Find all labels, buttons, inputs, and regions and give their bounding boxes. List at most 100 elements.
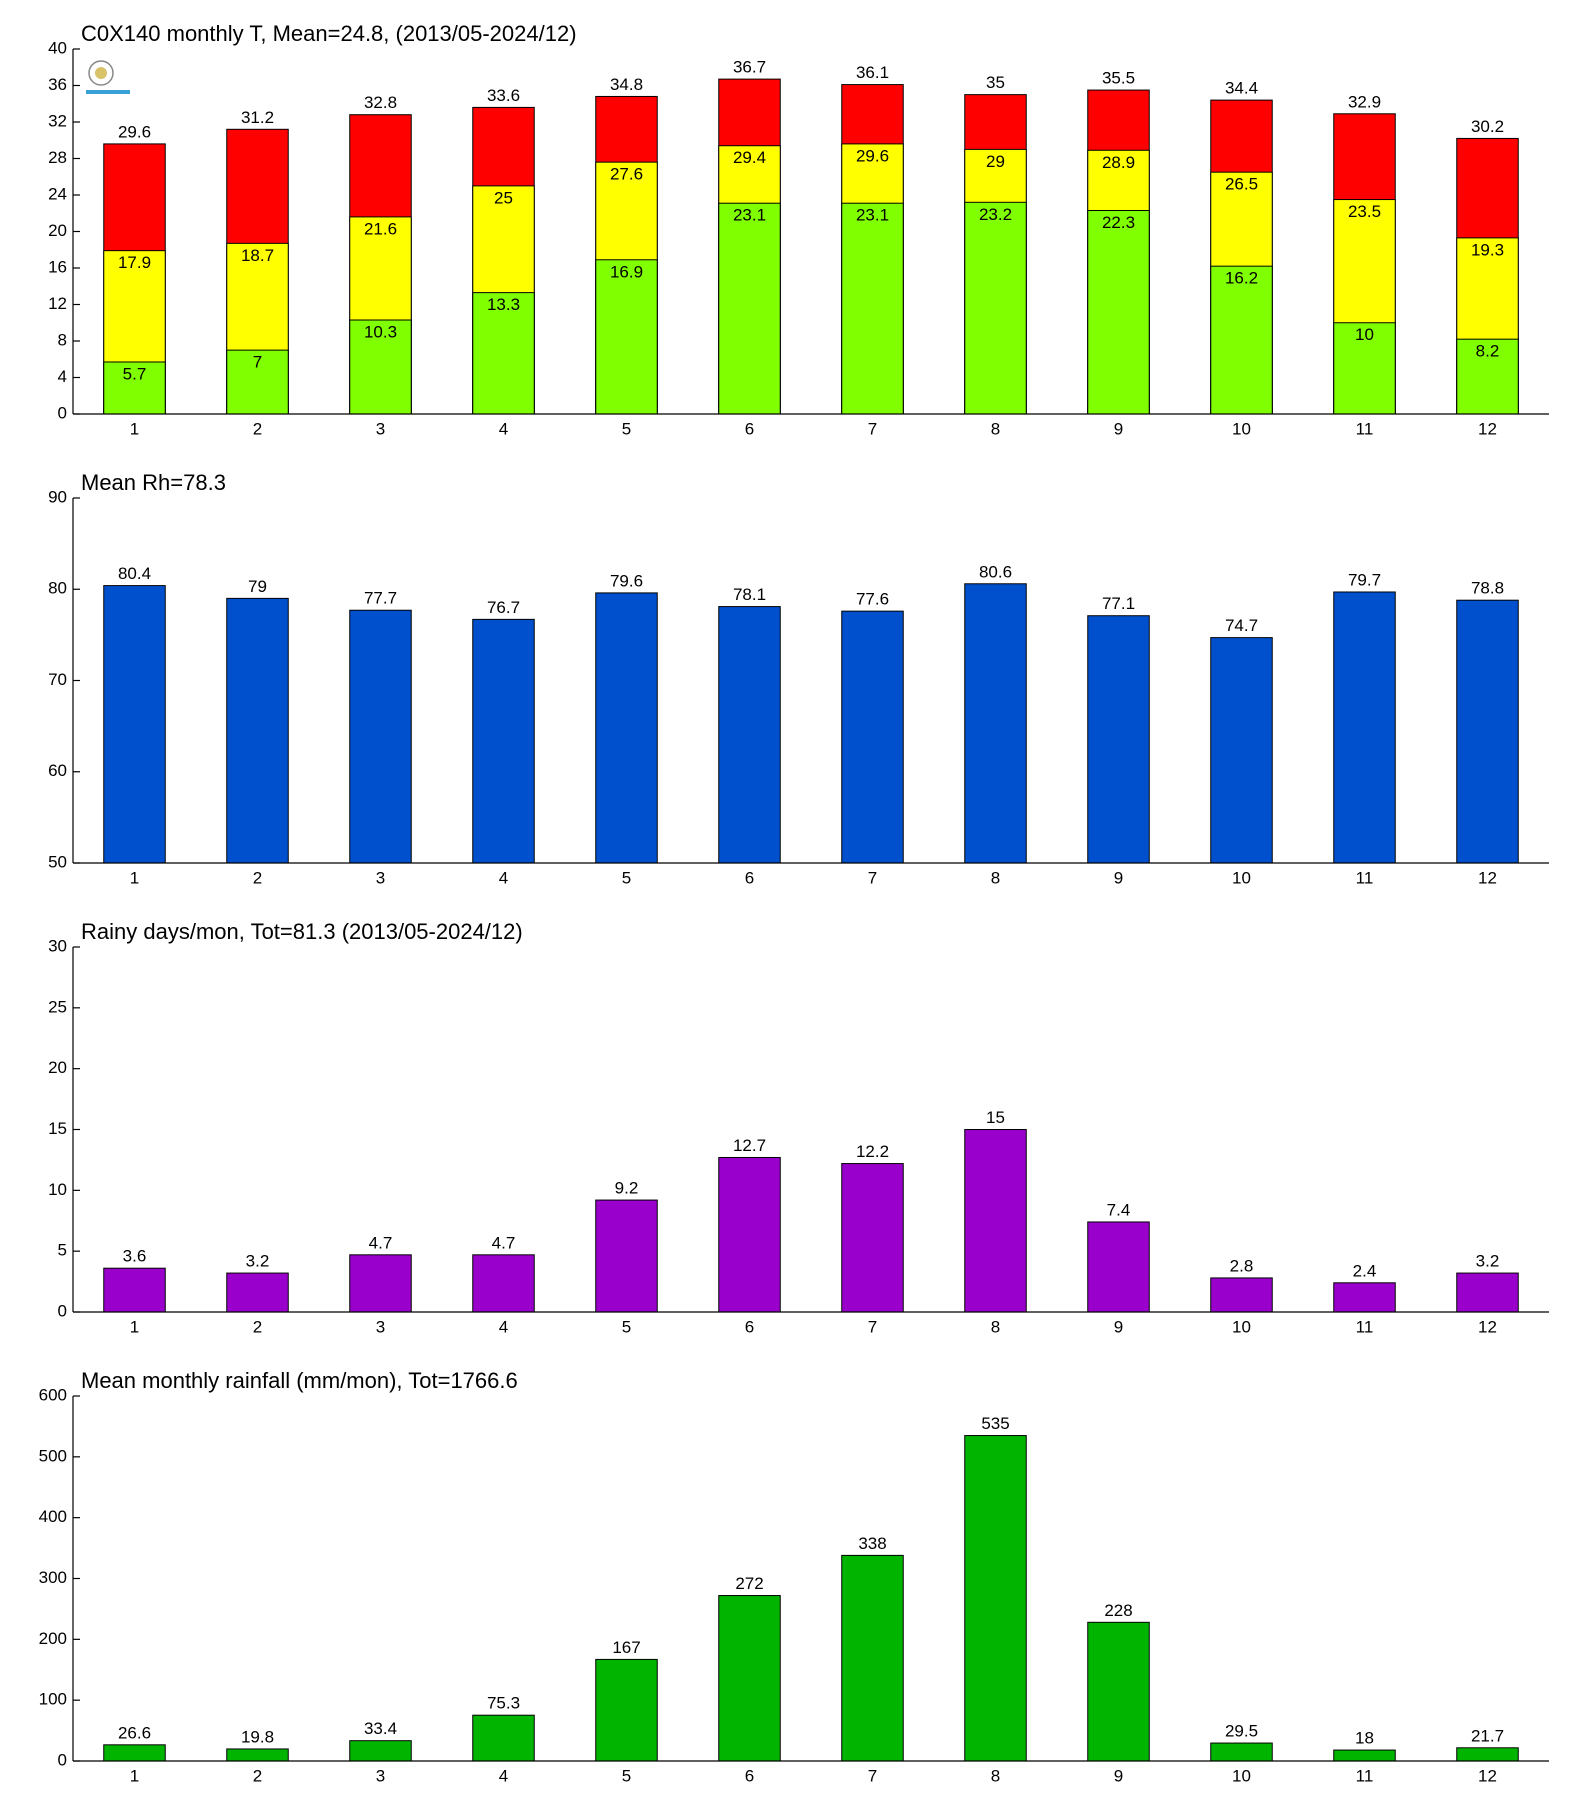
value-label: 36.7 [733,58,766,77]
y-tick-label: 8 [58,330,67,349]
logo [86,60,130,94]
value-label: 16.2 [1225,269,1258,288]
y-tick-label: 100 [39,1690,67,1709]
value-label: 27.6 [610,165,643,184]
y-tick-label: 20 [48,1058,67,1077]
bar [718,1156,781,1313]
x-tick-label: 9 [1114,868,1123,887]
bar [718,606,781,864]
value-label: 35 [986,73,1005,92]
x-tick-label: 10 [1232,1317,1251,1336]
value-label: 19.3 [1471,240,1504,259]
value-label: 8.2 [1476,342,1500,361]
y-tick-label: 80 [48,579,67,598]
value-label: 10 [1355,325,1374,344]
value-label: 76.7 [487,598,520,617]
y-tick-label: 400 [39,1507,67,1526]
value-label: 29.4 [733,148,766,167]
bar [1087,210,1150,415]
x-tick-label: 4 [499,419,508,438]
y-tick-label: 70 [48,670,67,689]
x-tick-label: 3 [376,868,385,887]
value-label: 26.5 [1225,175,1258,194]
chart-title: Mean Rh=78.3 [81,470,226,495]
y-tick-label: 36 [48,75,67,94]
x-tick-label: 1 [130,419,139,438]
x-tick-label: 8 [991,419,1000,438]
bar [1210,637,1273,864]
value-label: 7 [253,353,262,372]
x-tick-label: 11 [1356,419,1374,438]
value-label: 34.8 [610,75,643,94]
value-label: 33.6 [487,86,520,105]
x-tick-label: 10 [1232,1766,1251,1785]
bar [349,1740,412,1762]
value-label: 78.1 [733,585,766,604]
value-label: 26.6 [118,1723,151,1742]
value-label: 30.2 [1471,117,1504,136]
x-tick-label: 5 [622,1766,631,1785]
x-tick-label: 4 [499,868,508,887]
bar [1456,1272,1519,1313]
value-label: 535 [981,1414,1009,1433]
bar [1087,615,1150,864]
y-tick-label: 0 [58,1750,67,1769]
x-tick-label: 5 [622,419,631,438]
value-label: 15 [986,1108,1005,1127]
value-label: 12.2 [856,1142,889,1161]
bar [964,1129,1027,1313]
value-label: 21.7 [1471,1726,1504,1745]
value-label: 17.9 [118,253,151,272]
y-tick-label: 15 [48,1119,67,1138]
y-tick-label: 5 [58,1241,67,1260]
y-tick-label: 24 [48,184,67,203]
x-tick-label: 2 [253,1766,262,1785]
x-tick-label: 6 [745,419,754,438]
value-label: 29.5 [1225,1722,1258,1741]
bar [349,319,412,415]
bar [1333,1749,1396,1762]
value-label: 29.6 [118,122,151,141]
bar [226,597,289,864]
bar [226,349,289,415]
x-tick-label: 1 [130,1317,139,1336]
x-tick-label: 12 [1478,1317,1497,1336]
x-tick-label: 11 [1356,868,1374,887]
value-label: 35.5 [1102,69,1135,88]
bar [841,202,904,415]
y-tick-label: 12 [48,294,67,313]
value-label: 32.8 [364,93,397,112]
x-tick-label: 3 [376,1317,385,1336]
x-tick-label: 5 [622,868,631,887]
value-label: 9.2 [615,1179,639,1198]
y-tick-label: 500 [39,1446,67,1465]
bar [103,585,166,864]
y-tick-label: 16 [48,257,67,276]
bar [595,1658,658,1762]
y-tick-label: 300 [39,1568,67,1587]
value-label: 10.3 [364,322,397,341]
bar [226,1272,289,1313]
x-tick-label: 7 [868,1317,877,1336]
value-label: 36.1 [856,63,889,82]
bar [472,1714,535,1762]
value-label: 19.8 [241,1727,274,1746]
y-tick-label: 50 [48,852,67,871]
bar [1333,1282,1396,1313]
y-tick-label: 600 [39,1385,67,1404]
bar [595,1199,658,1313]
value-label: 3.6 [123,1247,147,1266]
y-tick-label: 40 [48,38,67,57]
x-tick-label: 7 [868,1766,877,1785]
x-tick-label: 6 [745,868,754,887]
bar [1333,591,1396,864]
chart-title: C0X140 monthly T, Mean=24.8, (2013/05-20… [81,21,577,46]
value-label: 167 [612,1638,640,1657]
y-tick-label: 200 [39,1629,67,1648]
value-label: 29.6 [856,146,889,165]
x-tick-label: 1 [130,1766,139,1785]
x-tick-label: 8 [991,868,1000,887]
y-tick-label: 0 [58,1301,67,1320]
value-label: 74.7 [1225,616,1258,635]
